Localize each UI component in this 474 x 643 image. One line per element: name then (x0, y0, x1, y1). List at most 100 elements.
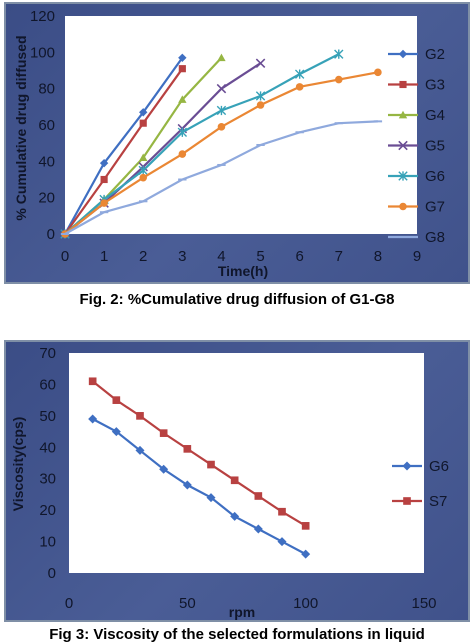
data-point (100, 199, 108, 207)
figure-3-caption: Fig 3: Viscosity of the selected formula… (49, 626, 425, 643)
data-point (295, 83, 304, 91)
figure-2-caption: Fig. 2: %Cumulative drug diffusion of G1… (79, 291, 395, 308)
y-axis-label: % Cumulative drug diffused (13, 35, 29, 220)
y-tick-label: 30 (39, 471, 56, 488)
data-point (112, 396, 121, 404)
legend-label: G5 (425, 138, 445, 155)
data-point (301, 549, 311, 559)
x-tick-label: 150 (411, 595, 436, 612)
data-point (253, 524, 263, 534)
legend-item-g4: G4 (388, 107, 445, 124)
data-point (230, 476, 239, 485)
plot-area (65, 16, 417, 234)
legend-label: S7 (429, 493, 447, 510)
data-point (374, 68, 382, 77)
legend-item-g7: G7 (388, 199, 445, 216)
data-point (256, 101, 265, 109)
y-tick-label: 50 (39, 408, 56, 425)
y-tick-label: 0 (48, 565, 56, 582)
data-point (136, 412, 144, 420)
legend-item-g8: G8 (388, 229, 445, 246)
x-tick-label: 9 (413, 248, 421, 265)
data-point (178, 95, 187, 103)
x-tick-label: 0 (61, 248, 69, 265)
data-point (207, 460, 215, 469)
legend-label: G4 (425, 107, 445, 124)
data-point (99, 158, 109, 168)
data-point (217, 123, 226, 131)
data-point (178, 150, 187, 158)
data-point (334, 49, 344, 59)
legend-marker (398, 49, 408, 59)
data-point (178, 53, 187, 62)
x-tick-label: 4 (217, 248, 225, 265)
legend-label: G6 (429, 458, 449, 475)
data-point (216, 105, 227, 116)
data-point (100, 175, 108, 184)
series-g8 (60, 120, 383, 235)
legend-label: G6 (425, 168, 445, 185)
data-point (138, 165, 148, 176)
legend-item-s7: S7 (392, 493, 447, 510)
legend-label: G8 (425, 229, 445, 246)
x-tick-label: 2 (139, 248, 147, 265)
legend-label: G2 (425, 46, 445, 63)
data-point (255, 91, 266, 101)
series-g6 (88, 414, 311, 559)
x-tick-label: 3 (178, 248, 186, 265)
series-line (64, 68, 184, 235)
data-point (183, 445, 192, 453)
legend-label: G3 (425, 77, 445, 94)
series-line (64, 57, 184, 235)
legend-item-g6: G6 (392, 458, 449, 475)
viscosity-chart: 0 10 20 30 40 50 60 70 0 50 100 150 rpm Viscosity(cps… (10, 345, 449, 620)
legend-marker (399, 202, 407, 211)
series-line (91, 380, 307, 527)
data-point (139, 153, 148, 162)
data-point (88, 377, 97, 386)
x-tick-label: 8 (374, 248, 382, 265)
x-tick-label: 50 (179, 595, 196, 612)
data-point (206, 493, 216, 503)
legend-label: G7 (425, 199, 445, 216)
data-point (88, 414, 98, 424)
y-tick-label: 80 (38, 81, 55, 98)
series-s7 (88, 377, 310, 530)
series-g7 (61, 68, 382, 238)
viscosity-chart-panel: 0 10 20 30 40 50 60 70 0 50 100 150 rpm Viscosity(cps… (4, 340, 470, 622)
y-tick-label: 40 (39, 439, 56, 456)
data-point (294, 69, 305, 79)
y-tick-label: 100 (30, 44, 55, 61)
y-tick-label: 60 (38, 117, 55, 134)
data-point (159, 429, 168, 437)
data-point (216, 83, 227, 94)
x-axis-label: Time(h) (218, 263, 268, 279)
y-tick-label: 20 (39, 502, 56, 519)
legend: G6 S7 (392, 458, 449, 510)
x-tick-label: 100 (293, 595, 318, 612)
series-line (64, 53, 340, 235)
legend-marker (399, 80, 407, 89)
legend-item-g3: G3 (388, 77, 445, 94)
data-point (135, 445, 145, 455)
data-point (139, 119, 147, 127)
diffusion-chart-panel: 0 20 40 60 80 100 120 0 1 2 3 4 5 6 7 8 9 Time(h) % Cumula… (4, 2, 470, 284)
data-point (230, 511, 240, 521)
data-point (139, 108, 148, 117)
x-tick-label: 1 (100, 248, 108, 265)
y-tick-label: 60 (39, 376, 56, 393)
data-point (111, 427, 121, 437)
legend-item-g5: G5 (388, 138, 445, 155)
y-tick-label: 70 (39, 345, 56, 362)
legend-item-g2: G2 (388, 46, 445, 63)
legend-marker (398, 171, 408, 181)
data-point (182, 480, 192, 490)
data-point (334, 75, 343, 84)
x-tick-label: 5 (256, 248, 264, 265)
y-tick-label: 10 (39, 534, 56, 551)
y-tick-label: 20 (38, 190, 55, 207)
y-tick-label: 40 (38, 153, 55, 170)
series-line (92, 418, 307, 556)
plot-area (69, 353, 424, 573)
data-point (255, 58, 266, 68)
